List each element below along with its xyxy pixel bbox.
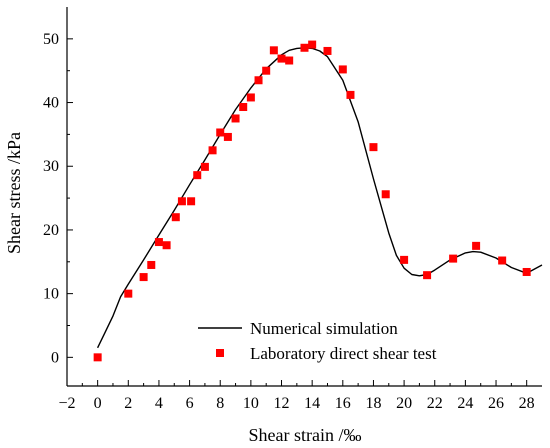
y-tick-label: 30 xyxy=(43,158,59,175)
lab-data-point xyxy=(254,76,263,85)
lab-data-point xyxy=(223,132,232,141)
lab-data-point xyxy=(300,43,309,52)
lab-data-point xyxy=(187,197,196,206)
lab-data-point xyxy=(498,256,507,265)
lab-data-point xyxy=(346,90,355,99)
legend-label-simulation: Numerical simulation xyxy=(250,319,398,338)
simulation-line xyxy=(96,47,543,349)
x-tick-label: 8 xyxy=(216,395,224,412)
lab-data-point xyxy=(216,128,225,137)
lab-data-point xyxy=(162,241,171,250)
lab-data-point xyxy=(193,171,202,180)
y-axis-title: Shear stress /kPa xyxy=(4,132,24,254)
lab-data-point xyxy=(323,46,332,55)
lab-data-point xyxy=(400,255,409,264)
legend-marker-swatch xyxy=(216,349,224,357)
lab-data-point xyxy=(277,54,286,63)
lab-data-point xyxy=(369,143,378,152)
lab-data-point xyxy=(449,254,458,263)
x-tick-label: 10 xyxy=(243,395,259,412)
lab-data-point xyxy=(262,66,271,75)
lab-data-point xyxy=(177,197,186,206)
x-tick-label: 26 xyxy=(488,395,504,412)
lab-data-point xyxy=(308,40,317,49)
x-tick-label: 0 xyxy=(94,395,102,412)
lab-data-point xyxy=(381,190,390,199)
lab-data-point xyxy=(423,271,432,280)
x-tick-label: 6 xyxy=(186,395,194,412)
y-tick-label: 20 xyxy=(43,222,59,239)
lab-data-point xyxy=(472,241,481,250)
y-tick-label: 0 xyxy=(51,349,59,366)
lab-data-point xyxy=(200,162,209,171)
lab-data-point xyxy=(246,93,255,102)
x-tick-label: 18 xyxy=(365,395,381,412)
y-tick-label: 40 xyxy=(43,95,59,112)
x-tick-label: 4 xyxy=(155,395,163,412)
x-tick-label: 22 xyxy=(427,395,443,412)
lab-data-point xyxy=(171,213,180,222)
x-tick-label: 14 xyxy=(304,395,320,412)
lab-data-point xyxy=(93,353,102,362)
lab-data-point xyxy=(338,65,347,74)
lab-data-point xyxy=(154,238,163,247)
lab-data-point xyxy=(231,114,240,123)
lab-data-point xyxy=(285,56,294,65)
x-tick-label: 12 xyxy=(274,395,290,412)
x-axis-title: Shear strain /‰ xyxy=(249,425,362,445)
lab-data-point xyxy=(208,146,217,155)
x-tick-label: −2 xyxy=(58,395,75,412)
y-tick-label: 50 xyxy=(43,31,59,48)
lab-data-point xyxy=(124,289,133,298)
x-tick-label: 2 xyxy=(124,395,132,412)
lab-data-point xyxy=(239,103,248,112)
legend-label-lab: Laboratory direct shear test xyxy=(250,344,437,363)
lab-data-point xyxy=(147,260,156,269)
x-tick-label: 24 xyxy=(457,395,473,412)
y-tick-label: 10 xyxy=(43,286,59,303)
lab-data-point xyxy=(522,267,531,276)
lab-data-point xyxy=(269,46,278,55)
x-tick-label: 28 xyxy=(519,395,535,412)
x-tick-label: 16 xyxy=(335,395,351,412)
legend: Numerical simulation Laboratory direct sh… xyxy=(198,319,437,363)
x-tick-label: 20 xyxy=(396,395,412,412)
lab-data-point xyxy=(139,273,148,282)
